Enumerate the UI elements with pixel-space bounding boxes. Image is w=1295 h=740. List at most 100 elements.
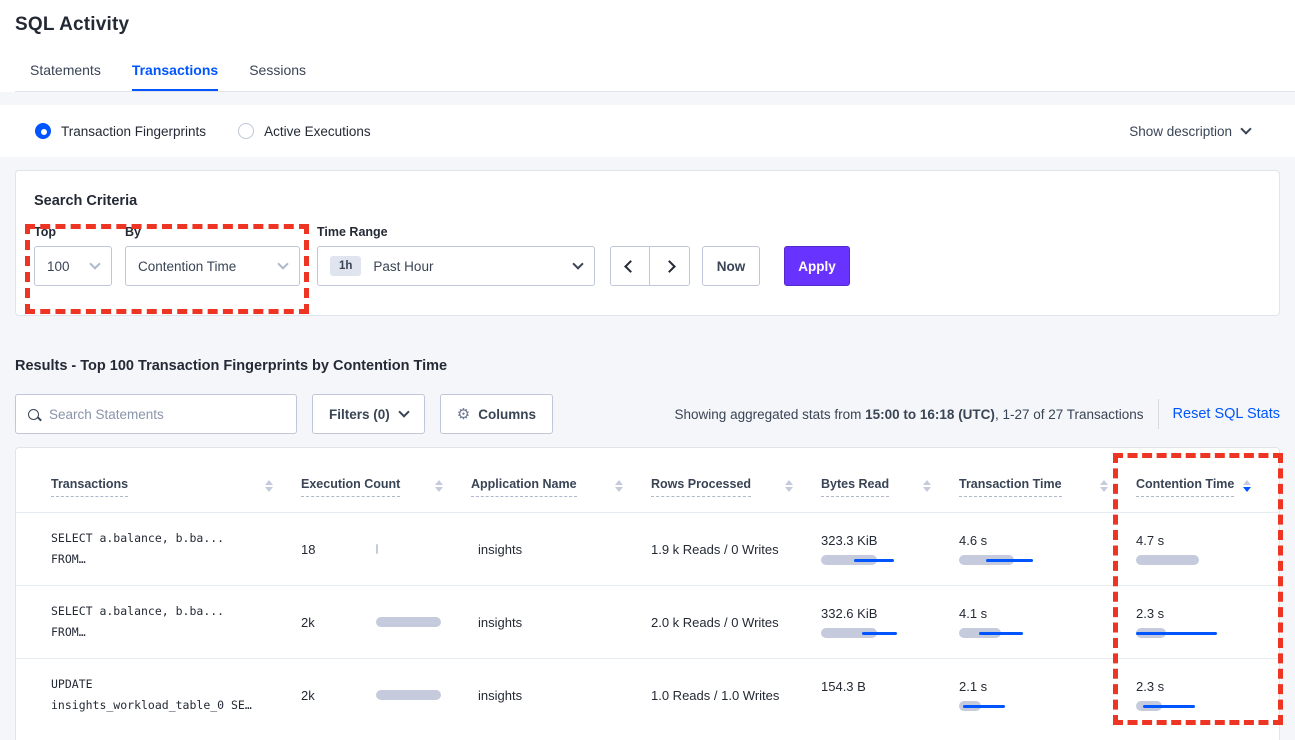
- filters-label: Filters (0): [329, 406, 390, 422]
- contention-time-bar: [1136, 555, 1271, 565]
- txn-line2: insights_workload_table_0 SE…: [51, 698, 252, 712]
- bar-gray: [376, 617, 441, 627]
- aggregated-stats-text: Showing aggregated stats from 15:00 to 1…: [674, 406, 1144, 422]
- by-select-value: Contention Time: [138, 258, 237, 274]
- time-range-select[interactable]: 1h Past Hour: [317, 246, 595, 286]
- application-name-cell: insights: [478, 541, 523, 557]
- bar-stddev-line: [979, 631, 1023, 635]
- column-header[interactable]: Bytes Read: [821, 477, 959, 497]
- application-name-cell: insights: [478, 614, 523, 630]
- sort-arrows-icon[interactable]: [785, 477, 793, 492]
- bar-stddev-line: [1143, 704, 1195, 708]
- tab-transactions[interactable]: Transactions: [131, 62, 219, 91]
- top-select[interactable]: 100: [34, 246, 112, 286]
- transaction-time-cell: 2.1 s: [959, 679, 1136, 711]
- radio-active-executions[interactable]: Active Executions: [238, 123, 371, 139]
- bar-gray: [821, 555, 877, 565]
- sort-asc-icon: [785, 480, 793, 485]
- page-header: SQL Activity Statements Transactions Ses…: [0, 0, 1295, 92]
- results-heading: Results - Top 100 Transaction Fingerprin…: [15, 358, 448, 374]
- apply-button[interactable]: Apply: [784, 246, 850, 286]
- sort-desc-icon: [1100, 487, 1108, 492]
- column-header-label[interactable]: Execution Count: [301, 477, 401, 497]
- now-button[interactable]: Now: [702, 246, 760, 286]
- transaction-fingerprint-link[interactable]: SELECT a.balance, b.ba... FROM…: [51, 601, 301, 644]
- table-row[interactable]: UPDATE insights_workload_table_0 SE… 2k …: [16, 658, 1279, 731]
- bar-gray: [1136, 555, 1199, 565]
- contention-time-cell: 4.7 s: [1136, 533, 1279, 565]
- column-header[interactable]: Contention Time: [1136, 477, 1279, 497]
- column-header-label[interactable]: Contention Time: [1136, 477, 1235, 497]
- sort-desc-icon: [1243, 487, 1251, 492]
- reset-sql-stats-link[interactable]: Reset SQL Stats: [1172, 406, 1280, 422]
- top-field: Top 100: [34, 225, 125, 286]
- bytes-read-value: 154.3 B: [821, 679, 866, 694]
- column-header-label[interactable]: Bytes Read: [821, 477, 890, 497]
- columns-label: Columns: [478, 406, 536, 422]
- contention-time-value: 2.3 s: [1136, 679, 1165, 694]
- search-statements-input[interactable]: [49, 406, 284, 422]
- tab-sessions[interactable]: Sessions: [249, 62, 307, 78]
- sort-arrows-icon[interactable]: [435, 477, 443, 492]
- radio-transaction-fingerprints[interactable]: Transaction Fingerprints: [35, 123, 206, 139]
- column-header[interactable]: Application Name: [471, 477, 651, 497]
- by-select[interactable]: Contention Time: [125, 246, 300, 286]
- column-header-label[interactable]: Application Name: [471, 477, 577, 497]
- sort-arrows-icon[interactable]: [1243, 477, 1251, 492]
- chevron-down-icon: [89, 258, 101, 270]
- divider: [1157, 399, 1159, 429]
- execution-count-cell: 18: [301, 542, 471, 557]
- sort-arrows-icon[interactable]: [1100, 477, 1108, 492]
- column-header[interactable]: Transactions: [51, 477, 301, 497]
- sort-asc-icon: [265, 480, 273, 485]
- show-description-toggle[interactable]: Show description: [1129, 123, 1260, 139]
- sort-arrows-icon[interactable]: [615, 477, 623, 492]
- stats-time-range: 15:00 to 16:18 (UTC): [865, 406, 995, 422]
- page-title: SQL Activity: [15, 14, 130, 35]
- contention-time-value: 4.7 s: [1136, 533, 1165, 548]
- bytes-read-bar: [821, 701, 946, 711]
- bytes-read-bar: [821, 555, 946, 565]
- column-header[interactable]: Transaction Time: [959, 477, 1136, 497]
- contention-time-bar: [1136, 628, 1271, 638]
- transaction-time-bar: [959, 555, 1119, 565]
- transaction-fingerprint-link[interactable]: SELECT a.balance, b.ba... FROM…: [51, 528, 301, 571]
- table-row[interactable]: SELECT a.balance, b.ba... FROM… 2k insig…: [16, 585, 1279, 658]
- gear-icon: ⚙: [456, 406, 471, 423]
- sort-asc-icon: [435, 480, 443, 485]
- column-header-label[interactable]: Transaction Time: [959, 477, 1062, 497]
- top-select-value: 100: [47, 258, 70, 274]
- search-icon: [28, 408, 39, 420]
- sort-arrows-icon[interactable]: [923, 477, 931, 492]
- next-time-button[interactable]: [650, 247, 689, 285]
- table-row[interactable]: SELECT a.balance, b.ba... FROM… 18 insig…: [16, 512, 1279, 585]
- column-header[interactable]: Execution Count: [301, 477, 471, 497]
- rows-processed-cell: 1.0 Reads / 1.0 Writes: [651, 687, 780, 703]
- execution-count-bar: [376, 544, 446, 554]
- search-statements-box[interactable]: [15, 394, 297, 434]
- sort-desc-icon: [265, 487, 273, 492]
- chevron-right-icon: [663, 259, 676, 273]
- transaction-time-bar: [959, 628, 1119, 638]
- contention-time-value: 2.3 s: [1136, 606, 1165, 621]
- sort-arrows-icon[interactable]: [265, 477, 273, 492]
- txn-line1: SELECT a.balance, b.ba...: [51, 603, 225, 618]
- tab-statements[interactable]: Statements: [30, 62, 101, 78]
- previous-time-button[interactable]: [611, 247, 650, 285]
- columns-button[interactable]: ⚙ Columns: [439, 394, 553, 434]
- column-header-label[interactable]: Rows Processed: [651, 477, 752, 497]
- contention-time-bar: [1136, 701, 1271, 711]
- transaction-fingerprint-link[interactable]: UPDATE insights_workload_table_0 SE…: [51, 674, 301, 717]
- bytes-read-cell: 323.3 KiB: [821, 533, 959, 565]
- execution-count-bar: [376, 617, 446, 627]
- search-criteria-card: Search Criteria Top 100 By Contention Ti…: [15, 170, 1280, 316]
- column-header-label[interactable]: Transactions: [51, 477, 129, 497]
- chevron-down-icon: [572, 258, 584, 270]
- transactions-table: Transactions Execution Count Application…: [15, 447, 1280, 740]
- bar-gray: [376, 544, 378, 554]
- radio-unselected-icon: [238, 123, 255, 139]
- bytes-read-value: 323.3 KiB: [821, 533, 878, 548]
- filters-button[interactable]: Filters (0): [312, 394, 425, 434]
- column-header[interactable]: Rows Processed: [651, 477, 821, 497]
- rows-processed-cell: 2.0 k Reads / 0 Writes: [651, 614, 779, 630]
